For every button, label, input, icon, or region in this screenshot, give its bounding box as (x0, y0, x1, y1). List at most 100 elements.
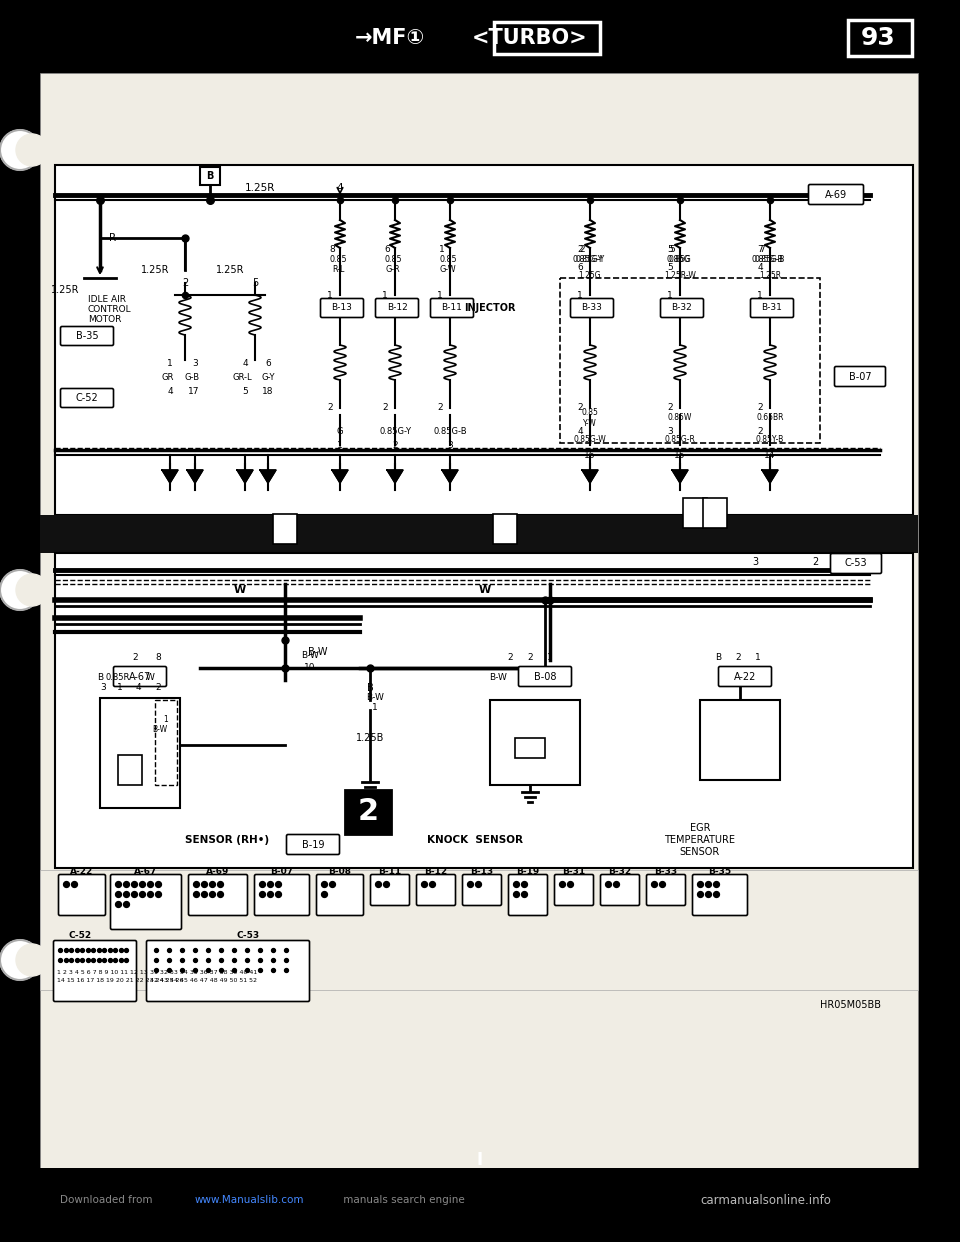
Point (692, 884, 708, 904)
Point (118, 894, 133, 914)
Text: 4: 4 (242, 359, 248, 368)
Point (148, 950, 163, 970)
Text: 1.25R-W: 1.25R-W (664, 272, 696, 281)
Text: 14 15 16 17 18 19 20 21 22 23 24 25 26: 14 15 16 17 18 19 20 21 22 23 24 25 26 (57, 977, 183, 982)
Text: 1 2 3 4 5 6 7 8 9 10 11 12 13: 1 2 3 4 5 6 7 8 9 10 11 12 13 (57, 970, 148, 975)
Point (201, 940, 216, 960)
Bar (0, 1167, 960, 1242)
FancyBboxPatch shape (321, 298, 364, 318)
Point (516, 874, 532, 894)
Point (542, 590, 558, 610)
Point (424, 874, 440, 894)
Point (63, 950, 79, 970)
Text: 2: 2 (667, 404, 673, 412)
Text: 6: 6 (384, 246, 390, 255)
Point (175, 950, 190, 970)
Point (762, 190, 778, 210)
Text: 0.85G-R: 0.85G-R (664, 436, 695, 445)
Text: B: B (715, 653, 721, 662)
Text: B-07: B-07 (271, 867, 294, 877)
Point (113, 940, 129, 960)
Point (417, 874, 432, 894)
Text: 1.25R: 1.25R (216, 265, 244, 274)
Text: I: I (477, 1151, 483, 1169)
Text: B-13: B-13 (470, 867, 493, 877)
Polygon shape (332, 469, 348, 483)
Text: B-12: B-12 (424, 867, 447, 877)
Bar (200, 166, 220, 185)
Text: TEMPERATURE: TEMPERATURE (664, 835, 735, 845)
Text: CONTROL: CONTROL (88, 306, 132, 314)
Point (672, 190, 687, 210)
FancyBboxPatch shape (417, 874, 455, 905)
Point (201, 960, 216, 980)
Text: manuals search engine: manuals search engine (340, 1195, 465, 1205)
Text: 1: 1 (667, 292, 673, 301)
Point (59, 874, 74, 894)
Bar (155, 700, 177, 785)
Text: 2: 2 (507, 653, 513, 662)
Text: 2: 2 (812, 556, 818, 568)
Bar (700, 700, 780, 780)
FancyBboxPatch shape (110, 874, 181, 929)
Point (213, 950, 228, 970)
Point (227, 960, 242, 980)
Text: 4: 4 (135, 683, 141, 693)
Text: A-22: A-22 (70, 867, 94, 877)
Bar (40, 73, 918, 1167)
Point (563, 874, 578, 894)
Point (161, 960, 177, 980)
Text: R: R (109, 233, 116, 243)
Text: 4: 4 (167, 388, 173, 396)
Text: 0.85G-W: 0.85G-W (574, 436, 607, 445)
Text: EGR: EGR (689, 823, 710, 833)
Point (188, 874, 204, 894)
Point (362, 658, 377, 678)
Text: G-W: G-W (440, 266, 456, 274)
Text: B-11: B-11 (442, 303, 463, 313)
Polygon shape (187, 469, 203, 483)
Text: G-B: G-B (184, 374, 200, 383)
Text: 6: 6 (265, 359, 271, 368)
FancyBboxPatch shape (660, 298, 704, 318)
Point (110, 894, 126, 914)
Text: 3: 3 (447, 441, 453, 450)
Point (178, 286, 193, 306)
Text: 0.85Y-B: 0.85Y-B (756, 436, 784, 445)
FancyBboxPatch shape (692, 874, 748, 915)
Point (278, 960, 294, 980)
Text: 2: 2 (393, 441, 397, 450)
FancyBboxPatch shape (54, 940, 136, 1001)
Bar (515, 738, 545, 758)
Text: 0.85: 0.85 (329, 256, 347, 265)
Polygon shape (387, 469, 403, 483)
Text: 0.85G-B: 0.85G-B (433, 427, 467, 436)
Bar (273, 514, 297, 544)
Point (655, 874, 670, 894)
Point (69, 950, 84, 970)
Bar (118, 755, 142, 785)
Point (102, 940, 117, 960)
Text: 2: 2 (156, 683, 161, 693)
Polygon shape (237, 469, 253, 483)
FancyBboxPatch shape (646, 874, 685, 905)
Bar (345, 790, 391, 833)
Text: 0.85G: 0.85G (668, 256, 691, 265)
Text: 0.85G-B: 0.85G-B (752, 256, 784, 265)
Text: B-32: B-32 (609, 867, 632, 877)
Text: 5: 5 (667, 263, 673, 272)
Text: 1: 1 (372, 703, 378, 713)
FancyBboxPatch shape (751, 298, 794, 318)
FancyBboxPatch shape (59, 874, 106, 915)
Point (262, 874, 277, 894)
FancyBboxPatch shape (601, 874, 639, 905)
Circle shape (16, 944, 48, 976)
Text: W: W (146, 673, 155, 683)
Text: B-W: B-W (308, 647, 327, 657)
FancyBboxPatch shape (60, 389, 113, 407)
Point (646, 874, 661, 894)
Point (196, 884, 211, 904)
FancyBboxPatch shape (371, 874, 410, 905)
Point (108, 950, 123, 970)
Text: B-W: B-W (489, 673, 507, 683)
